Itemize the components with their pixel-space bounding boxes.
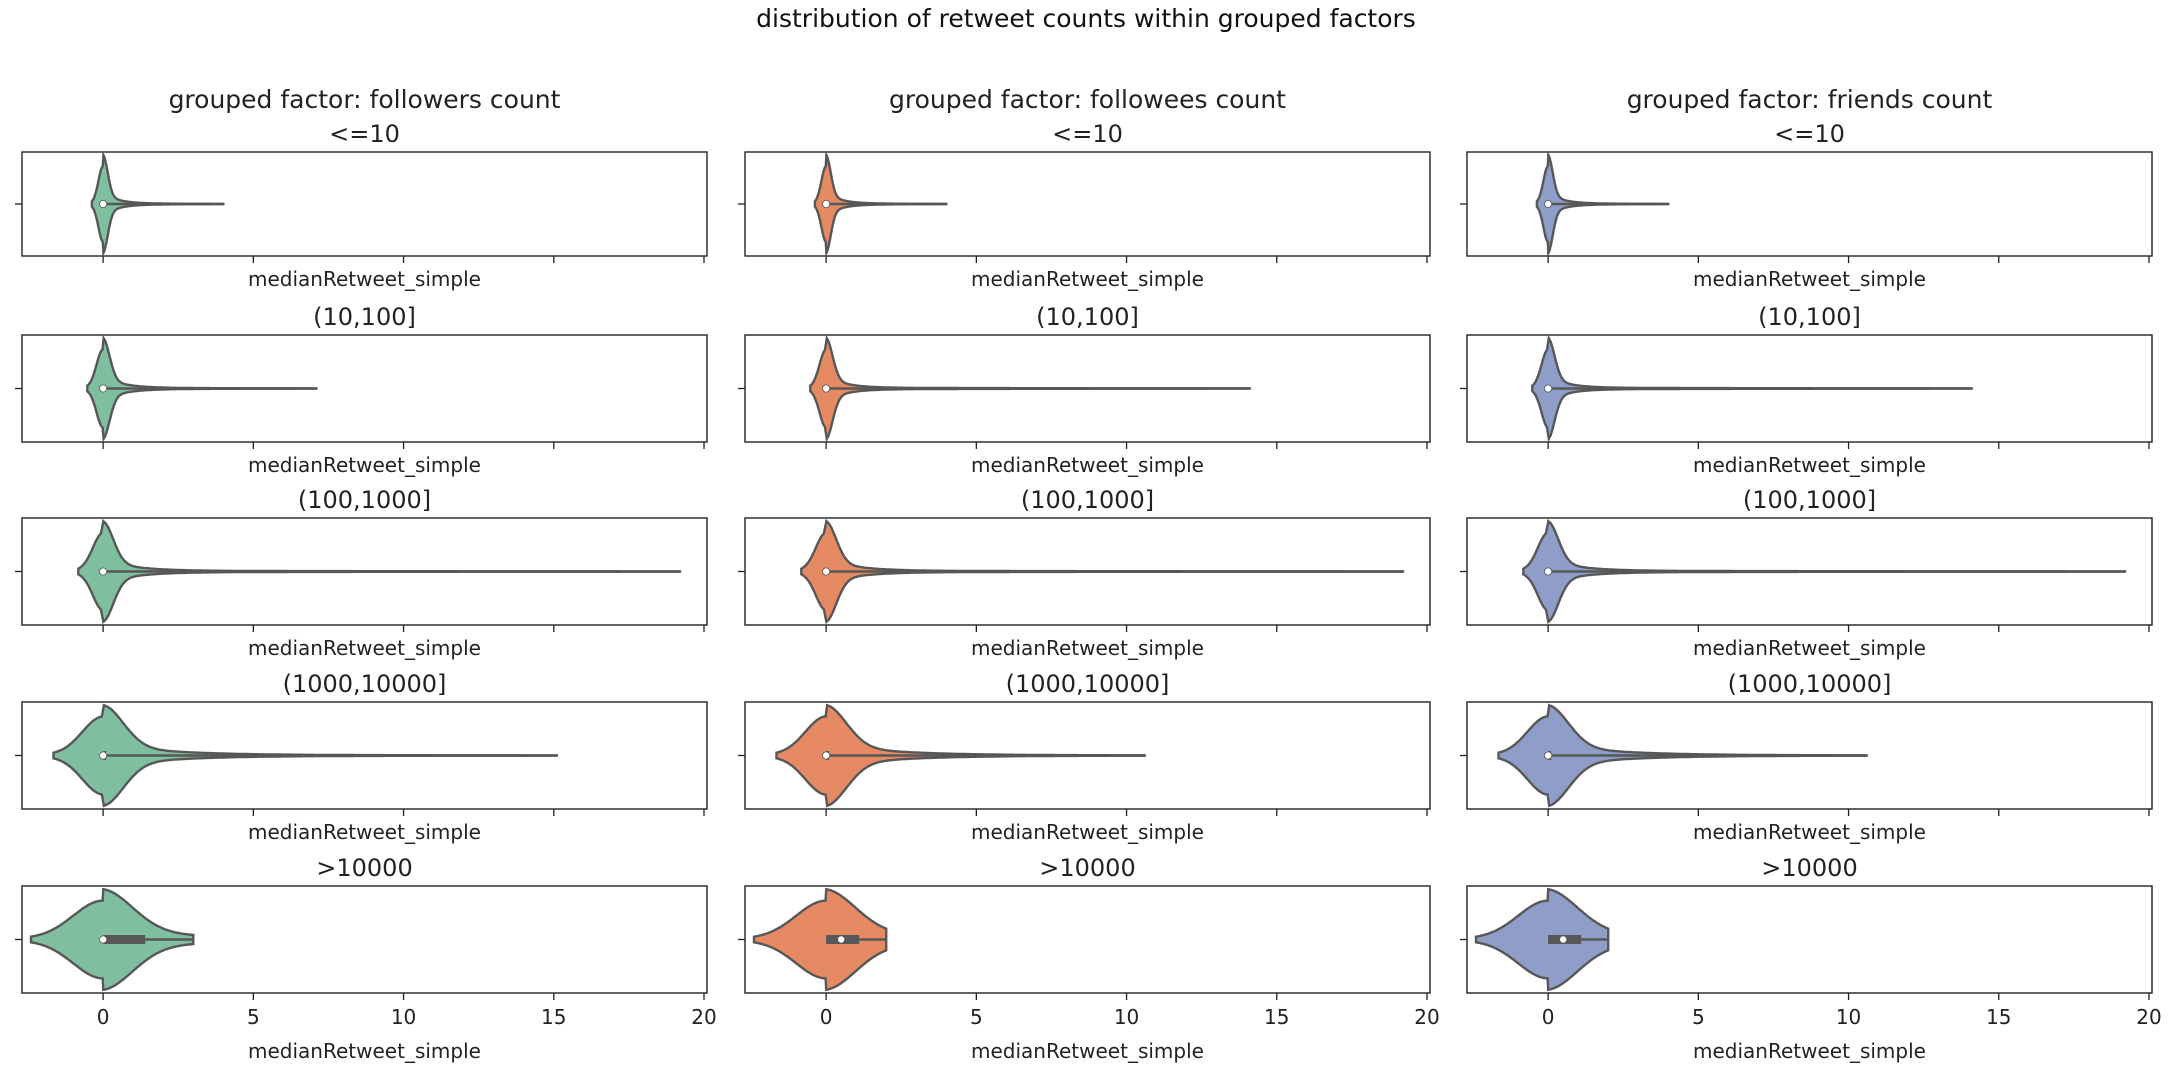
x-tick-label-friends-10: 10 [1836, 1005, 1861, 1029]
panel-title-followees-3: (1000,10000] [1006, 670, 1170, 698]
median-dot-friends-3 [1544, 751, 1553, 760]
x-axis-label-friends-1: medianRetweet_simple [1693, 453, 1926, 477]
panel-title-followers-0: <=10 [329, 120, 400, 148]
iqr-box-followers-4 [103, 935, 146, 944]
x-axis-label-followees-3: medianRetweet_simple [971, 820, 1204, 844]
median-dot-friends-1 [1544, 384, 1553, 393]
x-axis-label-followers-1: medianRetweet_simple [248, 453, 481, 477]
x-tick-label-followees-0: 0 [820, 1005, 833, 1029]
median-dot-followers-0 [99, 199, 108, 208]
x-tick-label-followers-20: 20 [691, 1005, 716, 1029]
x-tick-label-followees-10: 10 [1114, 1005, 1139, 1029]
panel-title-friends-2: (100,1000] [1743, 486, 1876, 514]
x-tick-label-followees-5: 5 [970, 1005, 983, 1029]
median-dot-followees-3 [822, 751, 831, 760]
median-dot-friends-4 [1559, 935, 1568, 944]
x-tick-label-friends-5: 5 [1692, 1005, 1705, 1029]
x-axis-label-followers-4: medianRetweet_simple [248, 1039, 481, 1063]
x-tick-label-friends-0: 0 [1542, 1005, 1555, 1029]
panel-title-followers-1: (10,100] [313, 303, 416, 331]
x-axis-label-friends-2: medianRetweet_simple [1693, 636, 1926, 660]
median-dot-friends-0 [1544, 199, 1553, 208]
panel-title-followers-4: >10000 [316, 854, 412, 882]
x-axis-label-friends-3: medianRetweet_simple [1693, 820, 1926, 844]
panel-title-friends-1: (10,100] [1758, 303, 1861, 331]
median-dot-friends-2 [1544, 567, 1553, 576]
x-axis-label-followees-4: medianRetweet_simple [971, 1039, 1204, 1063]
x-axis-label-followers-3: medianRetweet_simple [248, 820, 481, 844]
median-dot-followees-0 [822, 199, 831, 208]
x-axis-label-followers-0: medianRetweet_simple [248, 267, 481, 291]
panel-title-friends-4: >10000 [1761, 854, 1857, 882]
panel-title-followees-4: >10000 [1039, 854, 1135, 882]
figure-title: distribution of retweet counts within gr… [756, 4, 1416, 33]
panel-title-followers-2: (100,1000] [298, 486, 431, 514]
panel-title-followees-1: (10,100] [1036, 303, 1139, 331]
x-axis-label-friends-4: medianRetweet_simple [1693, 1039, 1926, 1063]
x-tick-label-followers-5: 5 [247, 1005, 260, 1029]
violin-friends-4 [1474, 887, 1610, 992]
x-axis-label-followees-0: medianRetweet_simple [971, 267, 1204, 291]
median-dot-followers-2 [99, 567, 108, 576]
x-tick-label-followees-20: 20 [1414, 1005, 1439, 1029]
column-title-followees: grouped factor: followees count [889, 85, 1286, 114]
median-dot-followers-3 [99, 751, 108, 760]
median-dot-followees-4 [837, 935, 846, 944]
panel-title-followees-2: (100,1000] [1021, 486, 1154, 514]
x-tick-label-friends-20: 20 [2136, 1005, 2161, 1029]
x-axis-label-friends-0: medianRetweet_simple [1693, 267, 1926, 291]
violin-followees-4 [752, 887, 888, 992]
x-axis-label-followees-1: medianRetweet_simple [971, 453, 1204, 477]
panel-title-followees-0: <=10 [1052, 120, 1123, 148]
panel-title-followers-3: (1000,10000] [283, 670, 447, 698]
x-tick-label-followers-10: 10 [391, 1005, 416, 1029]
median-dot-followers-4 [99, 935, 108, 944]
panel-title-friends-3: (1000,10000] [1728, 670, 1892, 698]
median-dot-followees-2 [822, 567, 831, 576]
x-axis-label-followees-2: medianRetweet_simple [971, 636, 1204, 660]
median-dot-followers-1 [99, 384, 108, 393]
median-dot-followees-1 [822, 384, 831, 393]
column-title-followers: grouped factor: followers count [169, 85, 561, 114]
x-tick-label-followees-15: 15 [1264, 1005, 1289, 1029]
panel-title-friends-0: <=10 [1774, 120, 1845, 148]
x-tick-label-followers-0: 0 [97, 1005, 110, 1029]
x-tick-label-friends-15: 15 [1986, 1005, 2011, 1029]
x-tick-label-followers-15: 15 [541, 1005, 566, 1029]
x-axis-label-followers-2: medianRetweet_simple [248, 636, 481, 660]
column-title-friends: grouped factor: friends count [1627, 85, 1993, 114]
